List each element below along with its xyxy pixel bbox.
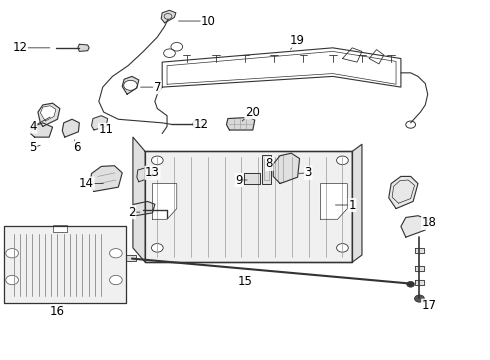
Text: 16: 16 (50, 305, 65, 318)
Text: 19: 19 (290, 34, 305, 47)
Bar (125, 255, 136, 261)
Circle shape (337, 244, 348, 252)
Text: 15: 15 (238, 275, 252, 288)
Circle shape (110, 249, 122, 258)
Polygon shape (161, 10, 176, 23)
Text: 6: 6 (73, 141, 81, 154)
Circle shape (415, 295, 424, 302)
Polygon shape (38, 103, 60, 126)
Polygon shape (320, 184, 347, 219)
Circle shape (6, 249, 19, 258)
Text: 18: 18 (422, 216, 437, 229)
Polygon shape (415, 266, 424, 271)
Text: 8: 8 (266, 157, 273, 170)
Text: 9: 9 (235, 174, 243, 186)
Bar (52, 225, 67, 232)
Polygon shape (132, 202, 155, 216)
Text: 14: 14 (79, 177, 94, 190)
Polygon shape (244, 173, 260, 184)
Circle shape (6, 275, 19, 285)
Polygon shape (4, 226, 125, 303)
Text: 4: 4 (29, 120, 37, 133)
Polygon shape (352, 144, 362, 262)
Text: 5: 5 (29, 141, 37, 154)
Text: 17: 17 (422, 299, 437, 312)
Polygon shape (133, 137, 145, 262)
Polygon shape (92, 116, 108, 130)
Text: 20: 20 (245, 105, 260, 119)
Text: 13: 13 (145, 166, 160, 179)
Polygon shape (78, 44, 89, 51)
Polygon shape (137, 167, 152, 182)
Circle shape (337, 156, 348, 165)
Polygon shape (415, 280, 424, 285)
Polygon shape (122, 76, 139, 94)
Text: 10: 10 (201, 14, 216, 27)
Polygon shape (90, 166, 122, 192)
Polygon shape (152, 184, 177, 219)
Text: 1: 1 (348, 198, 356, 212)
Polygon shape (30, 123, 52, 137)
Bar (262, 155, 271, 184)
Polygon shape (415, 248, 424, 253)
Polygon shape (226, 117, 255, 130)
Text: 3: 3 (305, 166, 312, 179)
Text: 2: 2 (128, 206, 136, 219)
Text: 12: 12 (194, 118, 209, 131)
Text: 7: 7 (153, 81, 161, 94)
Bar (278, 155, 283, 182)
Polygon shape (62, 119, 79, 137)
Circle shape (407, 282, 415, 287)
Circle shape (110, 275, 122, 285)
Bar (264, 158, 269, 180)
Circle shape (123, 80, 137, 90)
Polygon shape (389, 176, 418, 208)
Text: 12: 12 (12, 41, 27, 54)
Polygon shape (40, 106, 56, 121)
Polygon shape (193, 121, 204, 128)
Circle shape (151, 156, 163, 165)
Circle shape (151, 244, 163, 252)
Polygon shape (401, 216, 428, 237)
Text: 11: 11 (98, 123, 114, 136)
Polygon shape (145, 152, 352, 262)
Polygon shape (273, 153, 299, 184)
